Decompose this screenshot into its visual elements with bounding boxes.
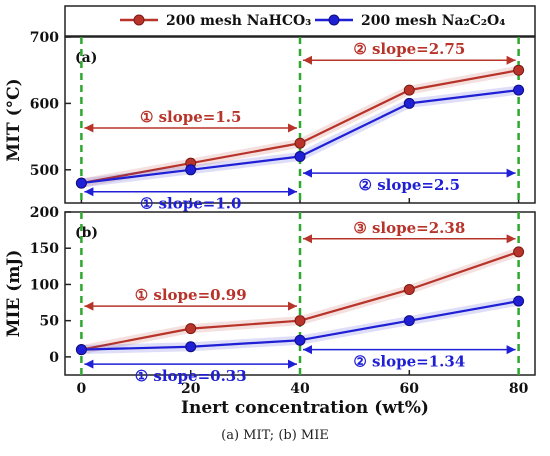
panel-label-b: (b) bbox=[75, 225, 98, 241]
annotation-text-b-2: ① slope=0.33 bbox=[135, 367, 247, 385]
legend-marker-na2c2o4 bbox=[328, 14, 340, 26]
y-tick-label-b-3: 150 bbox=[30, 241, 59, 257]
y-tick-label-b-1: 50 bbox=[40, 314, 60, 330]
data-point-b-0-3 bbox=[403, 284, 415, 296]
panel-mie: 0 50 100 150 200 0 20 40 60 80 MIE (mJ) (b) ① slope=… bbox=[4, 205, 536, 397]
panel-mit: 500 600 700 MIT (°C) (a) ① slope=1.5 ② slope=2… bbox=[4, 30, 536, 213]
data-point-b-0-2 bbox=[294, 315, 306, 327]
data-point-b-0-1 bbox=[185, 323, 197, 335]
data-point-b-0-4 bbox=[513, 246, 525, 258]
legend-label-nahco3: 200 mesh NaHCO₃ bbox=[166, 13, 311, 29]
data-point-b-1-4 bbox=[513, 295, 525, 307]
y-tick-label-b-0: 0 bbox=[49, 350, 59, 366]
x-tick-label-b-4: 80 bbox=[509, 381, 529, 397]
data-point-b-1-0 bbox=[75, 344, 87, 356]
figure-caption: (a) MIT; (b) MIE bbox=[221, 428, 329, 443]
annotation-text-a-3: ② slope=2.5 bbox=[359, 176, 461, 194]
data-point-b-1-1 bbox=[185, 341, 197, 353]
x-tick-label-b-1: 20 bbox=[181, 381, 201, 397]
data-point-a-0-2 bbox=[294, 137, 306, 149]
y-axis-label-b: MIE (mJ) bbox=[4, 250, 24, 338]
y-tick-label-a-0: 500 bbox=[30, 163, 59, 179]
y-tick-label-b-2: 100 bbox=[30, 277, 59, 293]
y-tick-label-a-1: 600 bbox=[30, 96, 59, 112]
data-point-a-1-3 bbox=[403, 97, 415, 109]
annotation-text-b-1: ③ slope=2.38 bbox=[353, 219, 465, 237]
legend: 200 mesh NaHCO₃ 200 mesh Na₂C₂O₄ bbox=[64, 5, 536, 37]
x-axis-label: Inert concentration (wt%) bbox=[181, 398, 429, 418]
annotation-text-a-0: ① slope=1.5 bbox=[140, 108, 242, 126]
data-point-b-1-2 bbox=[294, 334, 306, 346]
data-point-a-0-3 bbox=[403, 84, 415, 96]
x-tick-label-b-0: 0 bbox=[77, 381, 87, 397]
annotation-text-b-0: ① slope=0.99 bbox=[135, 286, 247, 304]
data-point-a-1-1 bbox=[185, 164, 197, 176]
x-tick-label-b-3: 60 bbox=[400, 381, 420, 397]
data-point-a-0-4 bbox=[513, 64, 525, 76]
y-tick-label-b-4: 200 bbox=[30, 205, 59, 221]
data-point-a-1-4 bbox=[513, 84, 525, 96]
annotation-text-a-2: ① slope=1.0 bbox=[140, 195, 242, 213]
y-axis-label-a: MIT (°C) bbox=[4, 78, 24, 161]
annotation-text-a-1: ② slope=2.75 bbox=[353, 40, 465, 58]
y-tick-label-a-2: 700 bbox=[30, 30, 59, 46]
legend-marker-nahco3 bbox=[133, 14, 145, 26]
data-point-a-1-2 bbox=[294, 151, 306, 163]
annotation-text-b-3: ② slope=1.34 bbox=[353, 353, 465, 371]
panel-label-a: (a) bbox=[75, 50, 97, 66]
data-point-b-1-3 bbox=[403, 315, 415, 327]
x-tick-label-b-2: 40 bbox=[290, 381, 310, 397]
legend-label-na2c2o4: 200 mesh Na₂C₂O₄ bbox=[361, 13, 505, 29]
data-point-a-1-0 bbox=[75, 177, 87, 189]
